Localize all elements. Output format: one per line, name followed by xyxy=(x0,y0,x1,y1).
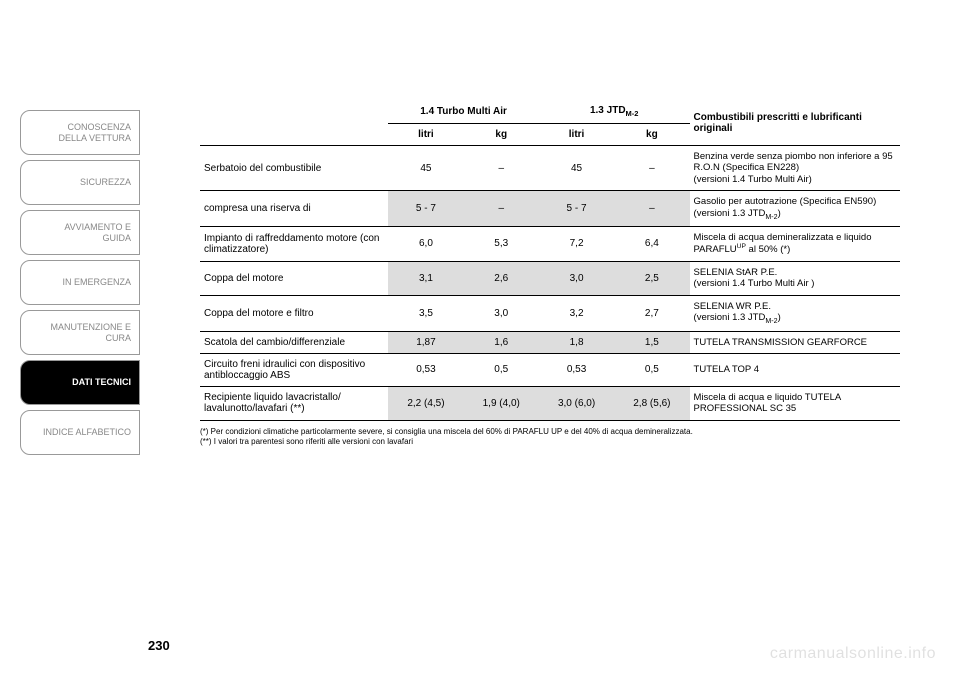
header-e1-kg: kg xyxy=(464,124,539,146)
table-row: Recipiente liquido lavacristallo/ lavalu… xyxy=(200,386,900,420)
row-fuel: TUTELA TOP 4 xyxy=(690,353,900,386)
row-fuel: SELENIA WR P.E.(versioni 1.3 JTDM-2) xyxy=(690,295,900,331)
nav-tab-3[interactable]: IN EMERGENZA xyxy=(20,260,140,305)
row-value: 6,0 xyxy=(388,227,463,262)
row-fuel: Miscela di acqua e liquido TUTELA PROFES… xyxy=(690,386,900,420)
row-value: 0,5 xyxy=(614,353,689,386)
row-value: 2,5 xyxy=(614,261,689,295)
header-engine2: 1.3 JTDM-2 xyxy=(539,100,690,124)
table-row: compresa una riserva di5 - 7–5 - 7–Gasol… xyxy=(200,191,900,227)
row-label: Scatola del cambio/differenziale xyxy=(200,331,388,353)
nav-tab-1[interactable]: SICUREZZA xyxy=(20,160,140,205)
header-e1-litri: litri xyxy=(388,124,463,146)
header-fuel: Combustibili prescritti e lubrificanti o… xyxy=(690,100,900,146)
table-row: Serbatoio del combustibile45–45–Benzina … xyxy=(200,146,900,191)
table-row: Circuito freni idraulici con dispositivo… xyxy=(200,353,900,386)
nav-tab-4[interactable]: MANUTENZIONE ECURA xyxy=(20,310,140,355)
nav-tab-label: DATI TECNICI xyxy=(72,377,131,388)
row-label: Serbatoio del combustibile xyxy=(200,146,388,191)
row-value: 2,2 (4,5) xyxy=(388,386,463,420)
row-value: 2,6 xyxy=(464,261,539,295)
row-value: 3,1 xyxy=(388,261,463,295)
fluids-table: 1.4 Turbo Multi Air 1.3 JTDM-2 Combustib… xyxy=(200,100,900,421)
table-row: Coppa del motore3,12,63,02,5SELENIA StAR… xyxy=(200,261,900,295)
row-label: Coppa del motore e filtro xyxy=(200,295,388,331)
row-value: 3,5 xyxy=(388,295,463,331)
row-value: 3,0 (6,0) xyxy=(539,386,614,420)
row-value: 1,87 xyxy=(388,331,463,353)
row-value: 45 xyxy=(388,146,463,191)
page: CONOSCENZADELLA VETTURA SICUREZZA AVVIAMEN… xyxy=(0,0,960,679)
row-label: compresa una riserva di xyxy=(200,191,388,227)
row-value: 45 xyxy=(539,146,614,191)
nav-tab-label: MANUTENZIONE ECURA xyxy=(50,322,131,344)
table-body: Serbatoio del combustibile45–45–Benzina … xyxy=(200,146,900,421)
row-value: 2,8 (5,6) xyxy=(614,386,689,420)
table-row: Scatola del cambio/differenziale1,871,61… xyxy=(200,331,900,353)
row-label: Circuito freni idraulici con dispositivo… xyxy=(200,353,388,386)
row-value: 7,2 xyxy=(539,227,614,262)
table-header: 1.4 Turbo Multi Air 1.3 JTDM-2 Combustib… xyxy=(200,100,900,146)
row-value: 0,53 xyxy=(388,353,463,386)
header-e2-kg: kg xyxy=(614,124,689,146)
footnote-line: (**) I valori tra parentesi sono riferit… xyxy=(200,437,900,447)
row-value: 3,0 xyxy=(539,261,614,295)
row-value: 6,4 xyxy=(614,227,689,262)
page-number: 230 xyxy=(148,638,170,653)
row-value: 5 - 7 xyxy=(388,191,463,227)
row-value: – xyxy=(464,146,539,191)
row-value: 5,3 xyxy=(464,227,539,262)
header-engine1: 1.4 Turbo Multi Air xyxy=(388,100,539,124)
nav-tab-0[interactable]: CONOSCENZADELLA VETTURA xyxy=(20,110,140,155)
row-fuel: Miscela di acqua demineralizzata e liqui… xyxy=(690,227,900,262)
footnotes: (*) Per condizioni climatiche particolar… xyxy=(200,427,900,448)
row-fuel: Benzina verde senza piombo non inferiore… xyxy=(690,146,900,191)
table-row: Impianto di raffreddamento motore (con c… xyxy=(200,227,900,262)
nav-tab-label: IN EMERGENZA xyxy=(62,277,131,288)
row-value: 1,9 (4,0) xyxy=(464,386,539,420)
row-label: Impianto di raffreddamento motore (con c… xyxy=(200,227,388,262)
watermark: carmanualsonline.info xyxy=(770,645,936,663)
header-e2-litri: litri xyxy=(539,124,614,146)
row-label: Recipiente liquido lavacristallo/ lavalu… xyxy=(200,386,388,420)
row-value: 3,0 xyxy=(464,295,539,331)
nav-tabs: CONOSCENZADELLA VETTURA SICUREZZA AVVIAMEN… xyxy=(0,0,140,679)
table-row: Coppa del motore e filtro3,53,03,22,7SEL… xyxy=(200,295,900,331)
nav-tab-label: AVVIAMENTO EGUIDA xyxy=(64,222,131,244)
main-content: 1.4 Turbo Multi Air 1.3 JTDM-2 Combustib… xyxy=(140,0,960,679)
row-fuel: TUTELA TRANSMISSION GEARFORCE xyxy=(690,331,900,353)
nav-tab-label: SICUREZZA xyxy=(80,177,131,188)
row-fuel: Gasolio per autotrazione (Specifica EN59… xyxy=(690,191,900,227)
row-value: 3,2 xyxy=(539,295,614,331)
row-value: 2,7 xyxy=(614,295,689,331)
row-value: – xyxy=(464,191,539,227)
row-value: 5 - 7 xyxy=(539,191,614,227)
row-value: 1,6 xyxy=(464,331,539,353)
row-value: 1,8 xyxy=(539,331,614,353)
nav-tab-label: CONOSCENZADELLA VETTURA xyxy=(58,122,131,144)
nav-tab-6[interactable]: INDICE ALFABETICO xyxy=(20,410,140,455)
row-label: Coppa del motore xyxy=(200,261,388,295)
row-value: 1,5 xyxy=(614,331,689,353)
row-value: 0,53 xyxy=(539,353,614,386)
nav-tab-2[interactable]: AVVIAMENTO EGUIDA xyxy=(20,210,140,255)
row-value: 0,5 xyxy=(464,353,539,386)
nav-tab-label: INDICE ALFABETICO xyxy=(43,427,131,438)
row-value: – xyxy=(614,146,689,191)
row-value: – xyxy=(614,191,689,227)
nav-tab-5[interactable]: DATI TECNICI xyxy=(20,360,140,405)
footnote-line: (*) Per condizioni climatiche particolar… xyxy=(200,427,900,437)
row-fuel: SELENIA StAR P.E.(versioni 1.4 Turbo Mul… xyxy=(690,261,900,295)
